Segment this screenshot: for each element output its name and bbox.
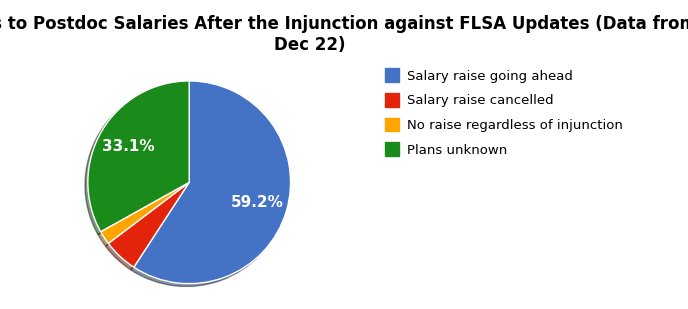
Wedge shape: [108, 182, 189, 267]
Text: 59.2%: 59.2%: [230, 195, 283, 210]
Legend: Salary raise going ahead, Salary raise cancelled, No raise regardless of injunct: Salary raise going ahead, Salary raise c…: [385, 68, 623, 157]
Wedge shape: [134, 81, 290, 284]
Text: 33.1%: 33.1%: [102, 139, 154, 154]
Text: Changes to Postdoc Salaries After the Injunction against FLSA Updates (Data from: Changes to Postdoc Salaries After the In…: [0, 15, 688, 54]
Wedge shape: [100, 182, 189, 243]
Wedge shape: [88, 81, 189, 232]
